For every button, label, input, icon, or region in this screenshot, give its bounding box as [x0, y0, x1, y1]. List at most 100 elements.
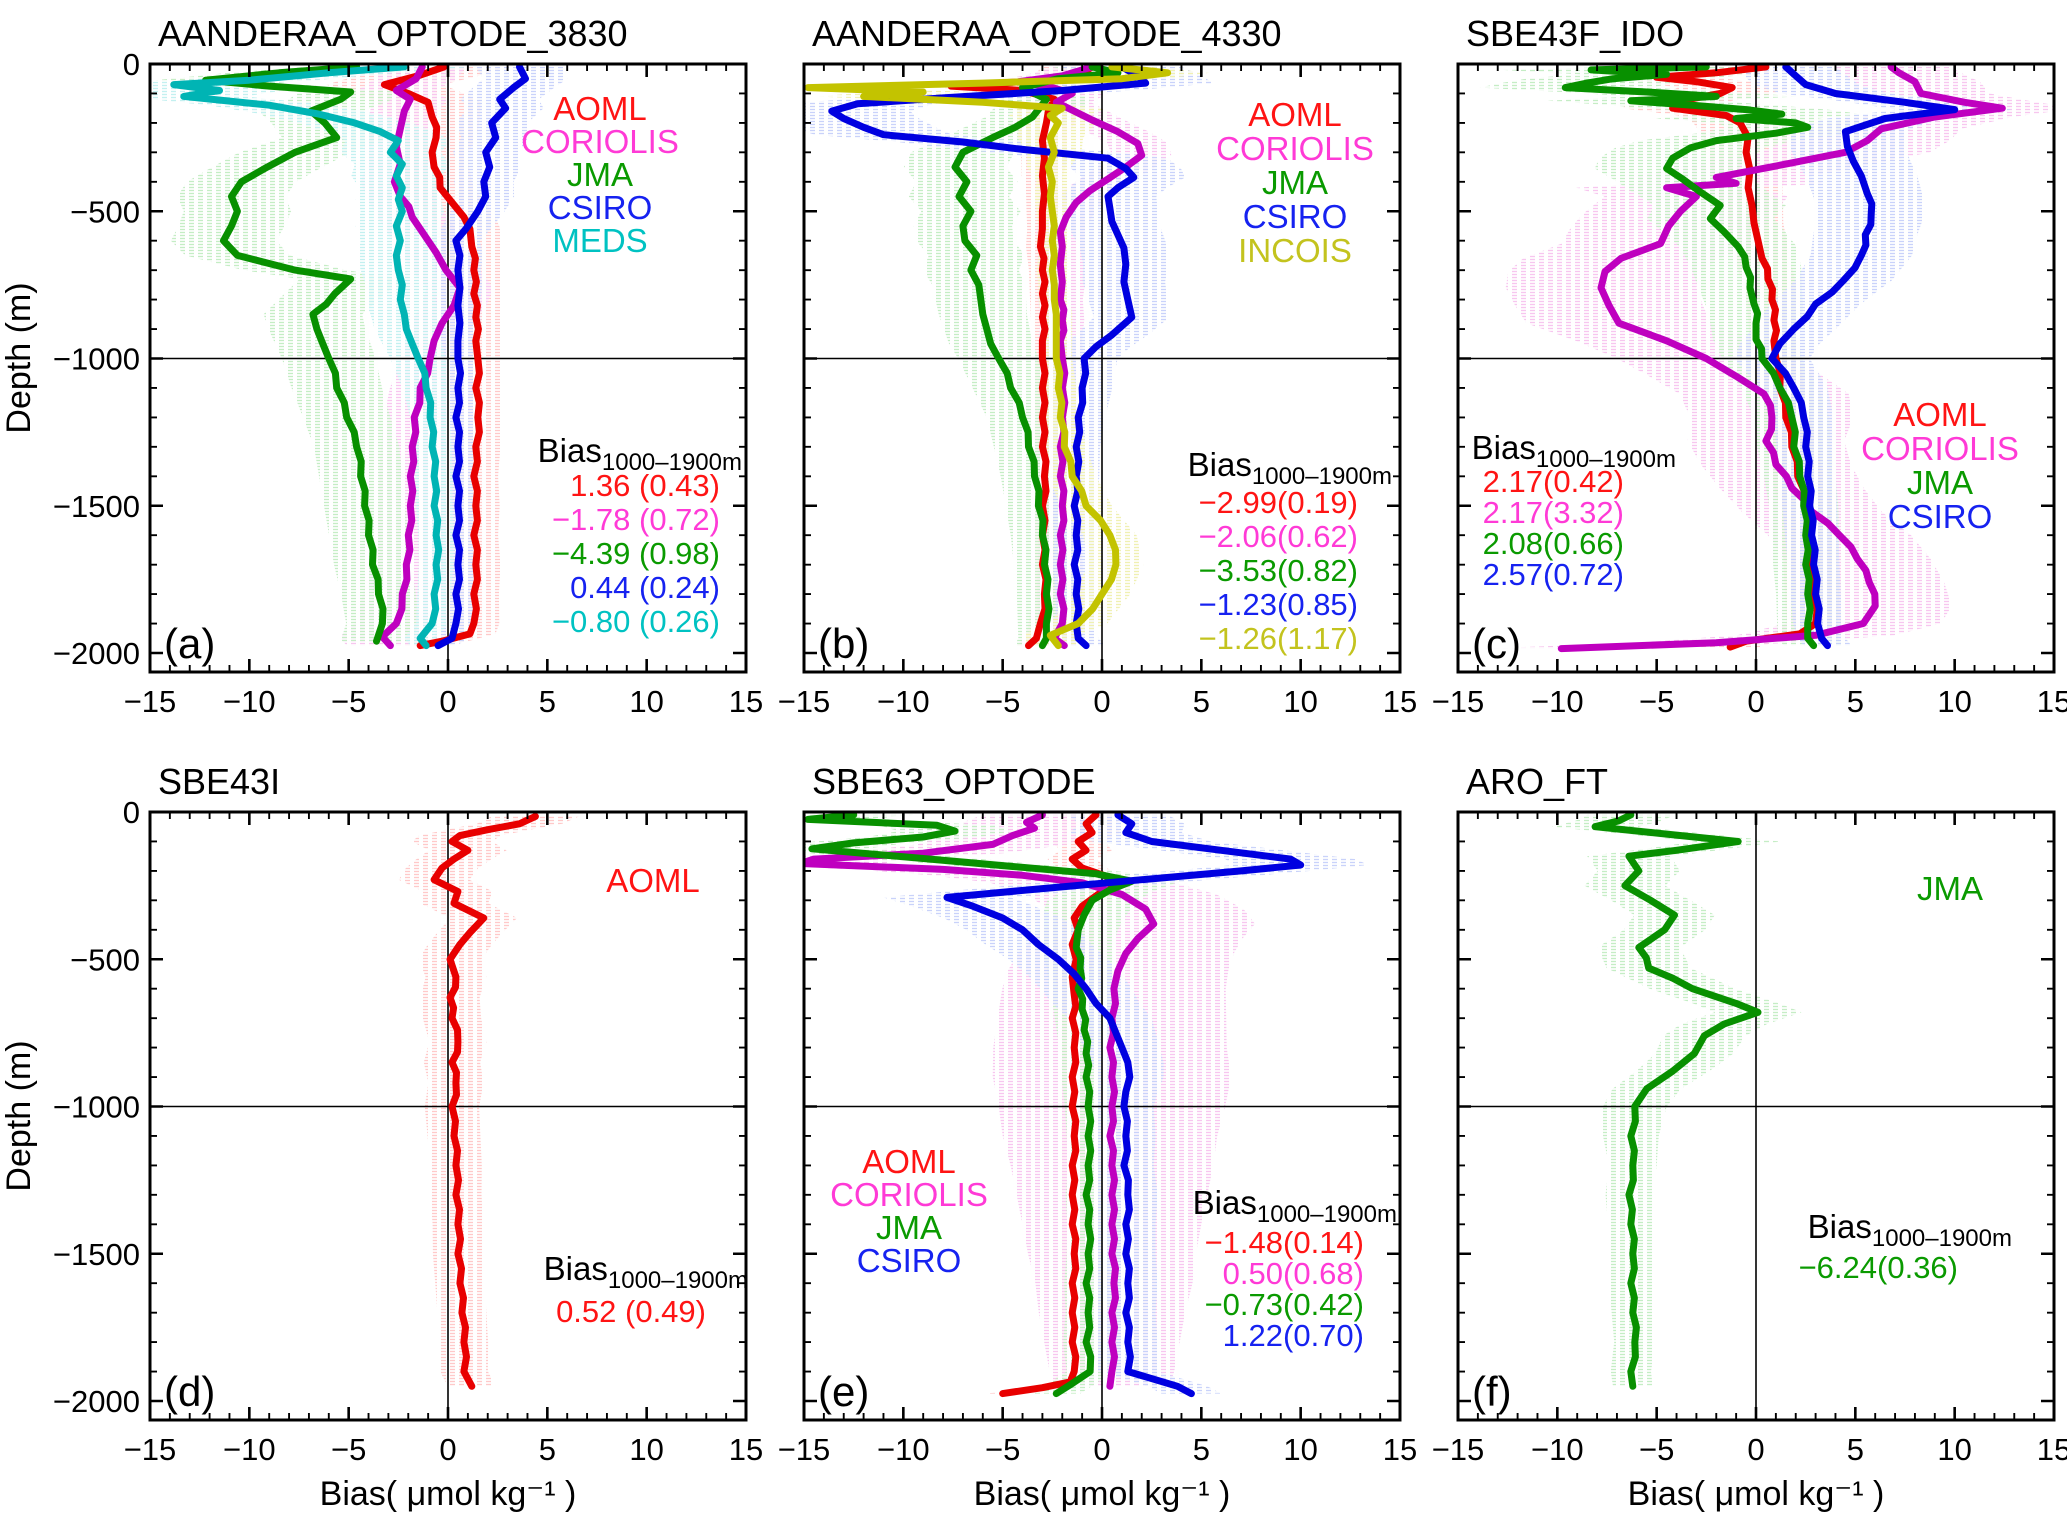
series-line-f-JMA	[1591, 812, 1762, 1390]
band-b-AOML	[910, 66, 1142, 646]
band-a-JMA	[155, 66, 419, 642]
y-tick-label-d-1: −500	[70, 942, 140, 977]
legend-item-e-CSIRO: CSIRO	[857, 1242, 962, 1279]
bias-annotation-word-f: Bias	[1808, 1208, 1872, 1245]
series-line-a-JMA	[202, 64, 387, 645]
minor-ticks-b	[804, 64, 1400, 672]
series-line-b-CSIRO	[828, 64, 1150, 650]
x-tick-label-d-3: 0	[439, 1432, 456, 1467]
panel-letter-f: (f)	[1472, 1368, 1512, 1415]
major-ticks-d	[148, 810, 748, 1420]
legend-item-e-CORIOLIS: CORIOLIS	[830, 1176, 988, 1213]
series-line-b-INCOIS	[804, 64, 1172, 650]
bias-value-a-MEDS: −0.80 (0.26)	[552, 604, 720, 639]
panel-f: ARO_FT (f) −15 −10 −5 0 5 10 15 JMA Bias1000–1900m…	[1432, 761, 2067, 1467]
panel-letter-b: (b)	[818, 620, 869, 667]
x-tick-label-c-3: 0	[1747, 684, 1764, 719]
x-tick-label-b-1: −10	[877, 684, 930, 719]
band-d-AOML	[398, 816, 580, 1387]
legend-item-e-AOML: AOML	[862, 1143, 956, 1180]
major-ticks-b	[802, 62, 1402, 672]
x-tick-label-b-0: −15	[778, 684, 831, 719]
series-line-a-MEDS	[170, 64, 443, 650]
x-axis-title-col2: Bias( μmol kg⁻¹ )	[974, 1475, 1231, 1513]
x-tick-label-c-1: −10	[1531, 684, 1584, 719]
legend-item-c-JMA: JMA	[1907, 464, 1973, 501]
minor-ticks-f	[1458, 812, 2054, 1420]
x-tick-label-f-4: 5	[1847, 1432, 1864, 1467]
legend-item-a-MEDS: MEDS	[552, 222, 647, 259]
major-ticks-e	[802, 810, 1402, 1420]
x-tick-label-d-1: −10	[223, 1432, 276, 1467]
bias-annotation-word-b: Bias	[1188, 446, 1252, 483]
x-tick-label-c-4: 5	[1847, 684, 1864, 719]
bias-value-a-AOML: 1.36 (0.43)	[570, 468, 720, 503]
y-tick-label-d-3: −1500	[53, 1237, 140, 1272]
bias-value-a-JMA: −4.39 (0.98)	[552, 536, 720, 571]
legend-item-a-JMA: JMA	[567, 156, 633, 193]
major-ticks-a	[148, 62, 748, 672]
bias-value-e-AOML: −1.48(0.14)	[1205, 1225, 1364, 1260]
legend-item-c-CORIOLIS: CORIOLIS	[1861, 430, 2019, 467]
legend-item-b-JMA: JMA	[1262, 164, 1328, 201]
x-tick-label-b-5: 10	[1283, 684, 1317, 719]
bias-value-b-JMA: −3.53(0.82)	[1199, 553, 1358, 588]
plot-area-e	[804, 812, 1400, 1420]
panel-letter-d: (d)	[164, 1368, 215, 1415]
x-tick-label-a-0: −15	[124, 684, 177, 719]
x-tick-label-d-5: 10	[629, 1432, 663, 1467]
bias-value-c-AOML: 2.17(0.42)	[1483, 464, 1624, 499]
bias-annotation-subscript-e: 1000–1900m	[1257, 1201, 1397, 1228]
bias-annotation-subscript-f: 1000–1900m	[1872, 1225, 2012, 1252]
legend-item-b-INCOIS: INCOIS	[1238, 232, 1352, 269]
y-tick-label-a-3: −1500	[53, 489, 140, 524]
plot-area-b	[804, 64, 1400, 672]
y-tick-label-d-0: 0	[123, 795, 140, 830]
series-line-e-CSIRO	[943, 812, 1305, 1398]
x-tick-label-e-5: 10	[1283, 1432, 1317, 1467]
series-line-d-AOML	[430, 812, 539, 1390]
x-tick-label-e-0: −15	[778, 1432, 831, 1467]
panel-b: AANDERAA_OPTODE_4330 (b) −15 −10 −5 0 5 10 15 AOM…	[778, 13, 1418, 719]
panel-title-c: SBE43F_IDO	[1466, 13, 1684, 54]
y-axis-title-row2: Depth (m)	[0, 1040, 38, 1191]
y-tick-label-a-2: −1000	[53, 342, 140, 377]
legend-item-a-AOML: AOML	[553, 90, 647, 127]
legend-item-b-AOML: AOML	[1248, 96, 1342, 133]
legend-item-a-CSIRO: CSIRO	[548, 189, 653, 226]
x-tick-label-a-6: 15	[729, 684, 763, 719]
band-a-MEDS	[150, 66, 474, 646]
y-tick-label-a-4: −2000	[53, 636, 140, 671]
y-tick-label-a-0: 0	[123, 47, 140, 82]
bias-value-e-JMA: −0.73(0.42)	[1205, 1287, 1364, 1322]
plot-area-f	[1458, 812, 2054, 1420]
bias-annotation-heading-b: Bias1000–1900m	[1188, 446, 1392, 490]
bias-value-b-CORIOLIS: −2.06(0.62)	[1199, 519, 1358, 554]
series-line-c-JMA	[1561, 64, 1818, 650]
bias-annotation-word-e: Bias	[1193, 1184, 1257, 1221]
series-line-b-CORIOLIS	[1015, 64, 1146, 650]
x-axis-title-col3: Bias( μmol kg⁻¹ )	[1628, 1475, 1885, 1513]
bias-value-e-CORIOLIS: 0.50(0.68)	[1223, 1256, 1364, 1291]
panel-letter-e: (e)	[818, 1368, 869, 1415]
bias-value-e-CSIRO: 1.22(0.70)	[1223, 1318, 1364, 1353]
band-f-JMA	[1551, 814, 1802, 1387]
series-line-a-AOML	[380, 64, 483, 650]
x-tick-label-e-2: −5	[985, 1432, 1020, 1467]
major-ticks-f	[1456, 810, 2056, 1420]
legend-item-c-CSIRO: CSIRO	[1888, 498, 1993, 535]
bias-value-d-AOML: 0.52 (0.49)	[556, 1294, 706, 1329]
x-tick-label-f-1: −10	[1531, 1432, 1584, 1467]
x-tick-label-e-4: 5	[1193, 1432, 1210, 1467]
bias-value-c-CORIOLIS: 2.17(3.32)	[1483, 495, 1624, 530]
x-tick-label-f-3: 0	[1747, 1432, 1764, 1467]
bias-annotation-heading-d: Bias1000–1900m	[544, 1250, 748, 1294]
x-tick-label-c-2: −5	[1639, 684, 1674, 719]
panel-d: SBE43I (d) −15 −10 −5 0 5 10 15 0 −500 −1000 −1500 −2…	[53, 761, 763, 1467]
series-line-a-CSIRO	[434, 64, 529, 650]
x-tick-label-a-3: 0	[439, 684, 456, 719]
x-tick-label-e-3: 0	[1093, 1432, 1110, 1467]
plot-area-c	[1458, 64, 2054, 672]
bias-value-f-JMA: −6.24(0.36)	[1799, 1250, 1958, 1285]
bias-annotation-heading-a: Bias1000–1900m	[538, 432, 742, 476]
